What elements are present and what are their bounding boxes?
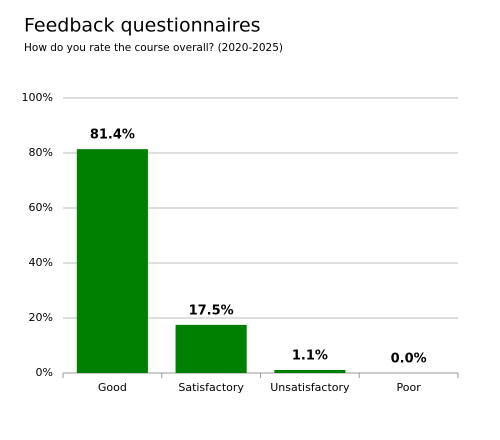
y-tick-label: 0% (36, 366, 53, 379)
y-tick-label: 100% (22, 91, 53, 104)
bar (274, 369, 346, 373)
value-label: 1.1% (292, 348, 328, 363)
chart-title: Feedback questionnaires (24, 15, 261, 37)
value-label: 17.5% (189, 303, 234, 318)
x-tick-label: Poor (397, 381, 422, 394)
value-label: 81.4% (90, 128, 135, 143)
x-tick-label: Good (98, 381, 127, 394)
y-tick-label: 40% (29, 256, 53, 269)
bar (76, 149, 148, 373)
x-tick-label: Unsatisfactory (270, 381, 350, 394)
y-tick-label: 60% (29, 201, 53, 214)
value-label: 0.0% (391, 352, 427, 367)
chart-subtitle: How do you rate the course overall? (202… (24, 42, 283, 54)
y-tick-label: 80% (29, 146, 53, 159)
y-tick-label: 20% (29, 311, 53, 324)
bar (175, 324, 247, 373)
x-tick-label: Satisfactory (178, 381, 244, 394)
